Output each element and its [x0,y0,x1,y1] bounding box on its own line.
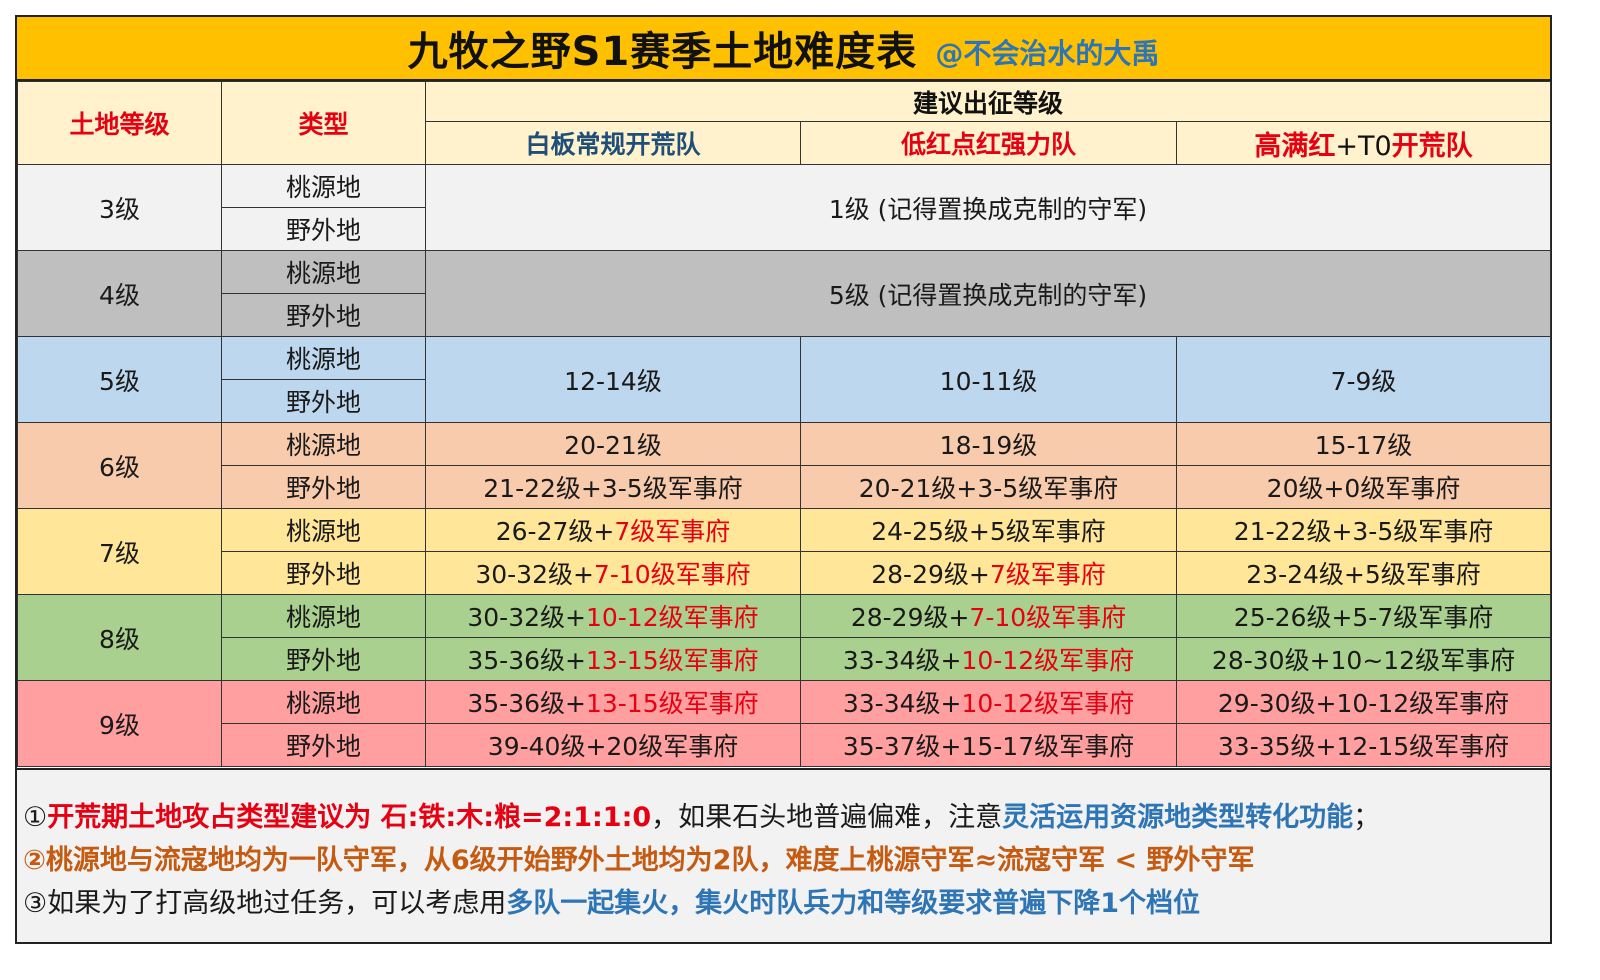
header-team-strong: 低红点红强力队 [800,121,1177,165]
table-row: 4级 桃源地 5级 (记得置换成克制的守军) [17,250,1552,337]
level-cell: 10-11级 [800,336,1177,423]
level-cell: 39-40级+20级军事府 [425,723,801,767]
type-cell: 野外地 [221,465,426,509]
level-cell: 18-19级 [800,422,1177,466]
type-cell: 桃源地 [221,594,426,638]
level-cell: 35-37级+15-17级军事府 [800,723,1177,767]
table-row: 3级 桃源地 1级 (记得置换成克制的守军) [17,164,1552,251]
table-row: 6级 桃源地 20-21级 18-19级 15-17级 [17,422,1552,509]
table-row: 野外地 21-22级+3-5级军事府 20-21级+3-5级军事府 20级+0级… [17,465,1552,509]
header-team-t0: 高满红+T0开荒队 [1175,121,1552,165]
level-cell: 20-21级 [425,422,801,466]
type-cell: 野外地 [221,207,426,251]
merged-cell: 1级 (记得置换成克制的守军) [424,164,1552,251]
table-row: 9级 桃源地 35-36级+13-15级军事府 33-34级+10-12级军事府… [17,680,1552,767]
level-cell: 21-22级+3-5级军事府 [1175,508,1552,552]
notes-panel: ①开荒期土地攻占类型建议为 石:铁:木:粮=2:1:1:0，如果石头地普遍偏难，… [17,768,1550,942]
type-cell: 野外地 [221,551,426,595]
level-cell: 33-35级+12-15级军事府 [1175,723,1552,767]
level-cell: 20级+0级军事府 [1175,465,1552,509]
author-tag: @不会治水的大禹 [935,37,1160,70]
level-label: 7级 [17,508,222,595]
type-cell: 野外地 [221,637,426,681]
type-cell: 桃源地 [221,164,426,208]
note-3: ③如果为了打高级地过任务，可以考虑用多队一起集火，集火时队兵力和等级要求普遍下降… [23,888,1201,919]
type-cell: 野外地 [221,293,426,337]
level-cell: 35-36级+13-15级军事府 [425,637,801,681]
level-cell: 28-30级+10~12级军事府 [1175,637,1552,681]
level-label: 8级 [17,594,222,681]
level-cell: 23-24级+5级军事府 [1175,551,1552,595]
level-cell: 29-30级+10-12级军事府 [1175,680,1552,724]
note-1: ①开荒期土地攻占类型建议为 石:铁:木:粮=2:1:1:0，如果石头地普遍偏难，… [23,802,1381,833]
level-label: 9级 [17,680,222,767]
table-row: 野外地 30-32级+7-10级军事府 28-29级+7级军事府 23-24级+… [17,551,1552,595]
table-row: 8级 桃源地 30-32级+10-12级军事府 28-29级+7-10级军事府 … [17,594,1552,681]
level-cell: 7-9级 [1175,336,1552,423]
level-cell: 24-25级+5级军事府 [800,508,1177,552]
level-cell: 20-21级+3-5级军事府 [800,465,1177,509]
header-type: 类型 [221,81,426,165]
level-cell: 30-32级+7-10级军事府 [425,551,801,595]
difficulty-table: 土地等级 类型 建议出征等级 白板常规开荒队 低红点红强力队 高满红+T0开荒队… [17,81,1552,767]
table-row: 野外地 39-40级+20级军事府 35-37级+15-17级军事府 33-35… [17,723,1552,767]
merged-cell: 5级 (记得置换成克制的守军) [424,250,1552,337]
type-cell: 桃源地 [221,250,426,294]
level-cell: 28-29级+7-10级军事府 [800,594,1177,638]
level-label: 3级 [17,164,222,251]
note-2: ②桃源地与流寇地均为一队守军，从6级开始野外土地均为2队，难度上桃源守军≈流寇守… [23,845,1255,876]
header-team-plain: 白板常规开荒队 [425,121,801,165]
level-cell: 25-26级+5-7级军事府 [1175,594,1552,638]
level-cell: 21-22级+3-5级军事府 [425,465,801,509]
level-cell: 33-34级+10-12级军事府 [800,637,1177,681]
level-label: 4级 [17,250,222,337]
level-cell: 12-14级 [425,336,801,423]
type-cell: 野外地 [221,379,426,423]
page-title: 九牧之野S1赛季土地难度表 [407,29,918,75]
type-cell: 桃源地 [221,508,426,552]
difficulty-sheet: 九牧之野S1赛季土地难度表 @不会治水的大禹 土地等级 类型 建议出征等级 白板… [15,15,1552,944]
type-cell: 桃源地 [221,336,426,380]
table-row: 7级 桃源地 26-27级+7级军事府 24-25级+5级军事府 21-22级+… [17,508,1552,595]
level-cell: 15-17级 [1175,422,1552,466]
header-suggested-level: 建议出征等级 [424,81,1552,122]
level-cell: 28-29级+7级军事府 [800,551,1177,595]
type-cell: 桃源地 [221,422,426,466]
table-row: 5级 桃源地 12-14级 10-11级 7-9级 [17,336,1552,423]
level-label: 5级 [17,336,222,423]
level-cell: 33-34级+10-12级军事府 [800,680,1177,724]
level-label: 6级 [17,422,222,509]
type-cell: 野外地 [221,723,426,767]
level-cell: 30-32级+10-12级军事府 [425,594,801,638]
type-cell: 桃源地 [221,680,426,724]
table-row: 野外地 35-36级+13-15级军事府 33-34级+10-12级军事府 28… [17,637,1552,681]
header-land-level: 土地等级 [17,81,222,165]
level-cell: 26-27级+7级军事府 [425,508,801,552]
title-bar: 九牧之野S1赛季土地难度表 @不会治水的大禹 [17,17,1550,81]
level-cell: 35-36级+13-15级军事府 [425,680,801,724]
